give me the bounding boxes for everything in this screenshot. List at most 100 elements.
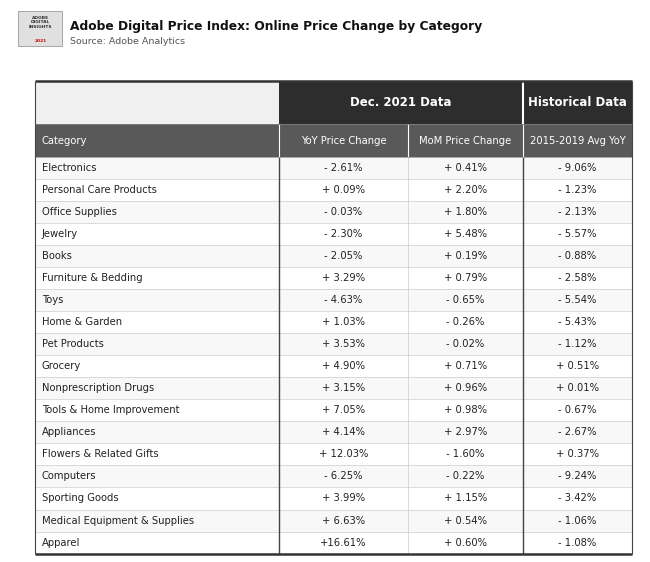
Text: - 2.58%: - 2.58% <box>558 273 597 283</box>
Text: + 3.15%: + 3.15% <box>322 383 365 393</box>
Text: Jewelry: Jewelry <box>42 229 78 239</box>
Text: + 1.15%: + 1.15% <box>444 493 487 504</box>
Text: - 1.08%: - 1.08% <box>558 538 597 547</box>
Text: Apparel: Apparel <box>42 538 80 547</box>
Text: + 0.37%: + 0.37% <box>556 450 599 459</box>
Text: + 0.98%: + 0.98% <box>444 405 487 415</box>
Text: + 3.53%: + 3.53% <box>322 339 365 349</box>
Text: - 3.42%: - 3.42% <box>558 493 597 504</box>
Text: Pet Products: Pet Products <box>42 339 104 349</box>
Text: + 3.99%: + 3.99% <box>322 493 365 504</box>
Text: - 1.06%: - 1.06% <box>558 515 597 525</box>
FancyBboxPatch shape <box>18 11 62 46</box>
Text: + 2.20%: + 2.20% <box>444 185 487 195</box>
Text: Furniture & Bedding: Furniture & Bedding <box>42 273 142 283</box>
FancyBboxPatch shape <box>35 487 632 510</box>
FancyBboxPatch shape <box>35 510 632 532</box>
Text: + 0.01%: + 0.01% <box>556 383 599 393</box>
Text: 2021: 2021 <box>34 39 46 43</box>
Text: Nonprescription Drugs: Nonprescription Drugs <box>42 383 154 393</box>
Text: YoY Price Change: YoY Price Change <box>300 135 386 146</box>
FancyBboxPatch shape <box>35 267 632 289</box>
FancyBboxPatch shape <box>279 124 408 157</box>
FancyBboxPatch shape <box>523 81 632 124</box>
Text: + 0.51%: + 0.51% <box>556 361 599 371</box>
Text: + 1.03%: + 1.03% <box>322 318 365 327</box>
Text: + 4.90%: + 4.90% <box>322 361 365 371</box>
FancyBboxPatch shape <box>35 532 632 554</box>
FancyBboxPatch shape <box>35 179 632 201</box>
Text: + 0.41%: + 0.41% <box>444 163 487 173</box>
Text: Home & Garden: Home & Garden <box>42 318 122 327</box>
Text: - 5.57%: - 5.57% <box>558 229 597 239</box>
Text: + 4.14%: + 4.14% <box>322 428 365 437</box>
FancyBboxPatch shape <box>35 443 632 465</box>
Text: Historical Data: Historical Data <box>528 96 627 109</box>
FancyBboxPatch shape <box>35 422 632 443</box>
Text: - 0.88%: - 0.88% <box>558 251 597 261</box>
FancyBboxPatch shape <box>35 400 632 422</box>
Text: +16.61%: +16.61% <box>320 538 367 547</box>
Text: - 0.03%: - 0.03% <box>324 207 363 217</box>
Text: + 1.80%: + 1.80% <box>444 207 487 217</box>
FancyBboxPatch shape <box>35 157 632 179</box>
Text: + 2.97%: + 2.97% <box>444 428 487 437</box>
Text: MoM Price Change: MoM Price Change <box>419 135 512 146</box>
Text: + 0.19%: + 0.19% <box>444 251 487 261</box>
Text: - 9.24%: - 9.24% <box>558 472 597 482</box>
Text: Source: Adobe Analytics: Source: Adobe Analytics <box>70 37 185 46</box>
FancyBboxPatch shape <box>35 223 632 245</box>
FancyBboxPatch shape <box>35 311 632 333</box>
Text: Office Supplies: Office Supplies <box>42 207 117 217</box>
Text: + 0.60%: + 0.60% <box>444 538 487 547</box>
Text: Adobe Digital Price Index: Online Price Change by Category: Adobe Digital Price Index: Online Price … <box>70 20 482 33</box>
Text: - 0.67%: - 0.67% <box>558 405 597 415</box>
Text: - 1.60%: - 1.60% <box>447 450 485 459</box>
Text: - 5.54%: - 5.54% <box>558 295 597 305</box>
Text: 2015-2019 Avg YoY: 2015-2019 Avg YoY <box>530 135 625 146</box>
FancyBboxPatch shape <box>35 245 632 267</box>
FancyBboxPatch shape <box>35 377 632 400</box>
FancyBboxPatch shape <box>35 289 632 311</box>
Text: Electronics: Electronics <box>42 163 96 173</box>
FancyBboxPatch shape <box>523 124 632 157</box>
FancyBboxPatch shape <box>279 81 523 124</box>
Text: + 0.09%: + 0.09% <box>322 185 365 195</box>
Text: Category: Category <box>42 135 87 146</box>
Text: + 3.29%: + 3.29% <box>322 273 365 283</box>
Text: - 2.61%: - 2.61% <box>324 163 363 173</box>
Text: Personal Care Products: Personal Care Products <box>42 185 157 195</box>
FancyBboxPatch shape <box>408 124 523 157</box>
Text: - 2.67%: - 2.67% <box>558 428 597 437</box>
Text: - 2.05%: - 2.05% <box>324 251 363 261</box>
Text: + 7.05%: + 7.05% <box>322 405 365 415</box>
Text: Books: Books <box>42 251 72 261</box>
Text: Computers: Computers <box>42 472 96 482</box>
FancyBboxPatch shape <box>35 355 632 377</box>
Text: + 0.79%: + 0.79% <box>444 273 487 283</box>
Text: - 0.65%: - 0.65% <box>447 295 485 305</box>
FancyBboxPatch shape <box>35 201 632 223</box>
Text: Flowers & Related Gifts: Flowers & Related Gifts <box>42 450 159 459</box>
Text: - 0.26%: - 0.26% <box>447 318 485 327</box>
Text: - 0.22%: - 0.22% <box>447 472 485 482</box>
Text: - 2.30%: - 2.30% <box>324 229 363 239</box>
Text: + 0.54%: + 0.54% <box>444 515 487 525</box>
FancyBboxPatch shape <box>35 81 279 124</box>
Text: - 5.43%: - 5.43% <box>558 318 597 327</box>
Text: - 1.23%: - 1.23% <box>558 185 597 195</box>
Text: Medical Equipment & Supplies: Medical Equipment & Supplies <box>42 515 194 525</box>
Text: + 0.71%: + 0.71% <box>444 361 487 371</box>
Text: Appliances: Appliances <box>42 428 96 437</box>
Text: - 4.63%: - 4.63% <box>324 295 363 305</box>
FancyBboxPatch shape <box>35 333 632 355</box>
Text: - 2.13%: - 2.13% <box>558 207 597 217</box>
Text: - 6.25%: - 6.25% <box>324 472 363 482</box>
FancyBboxPatch shape <box>35 465 632 487</box>
Text: Sporting Goods: Sporting Goods <box>42 493 118 504</box>
FancyBboxPatch shape <box>35 124 279 157</box>
Text: Dec. 2021 Data: Dec. 2021 Data <box>350 96 452 109</box>
Text: + 6.63%: + 6.63% <box>322 515 365 525</box>
Text: Toys: Toys <box>42 295 63 305</box>
Text: - 0.02%: - 0.02% <box>447 339 485 349</box>
